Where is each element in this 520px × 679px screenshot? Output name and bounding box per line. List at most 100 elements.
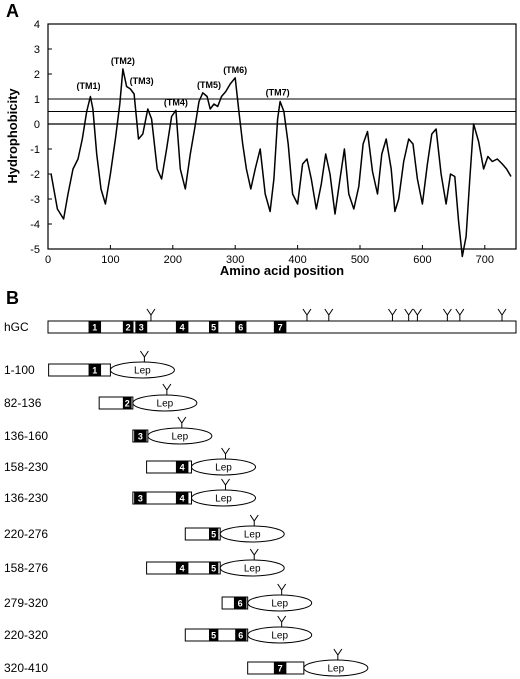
tm-segment-number: 5 [211, 530, 216, 540]
tm-segment-number: 2 [125, 399, 130, 409]
tm-segment [235, 629, 247, 641]
glycosylation-site [249, 548, 259, 560]
x-tick-label: 500 [351, 254, 369, 266]
glycosylation-site [221, 447, 230, 459]
tm-peak-label: (TM5) [197, 80, 221, 90]
construct-label: hGC [4, 320, 29, 334]
tm-segment [233, 597, 247, 609]
y-tick-label: 0 [34, 119, 40, 131]
tm-segment-number: 6 [238, 599, 243, 609]
lep-domain [132, 394, 198, 412]
construct-row: 279-320 6 Lep [4, 583, 313, 612]
glycosylation-site [162, 383, 172, 395]
lep-label: Lep [244, 530, 261, 541]
tm-segment [134, 492, 147, 504]
lep-label: Lep [271, 599, 288, 610]
y-axis-label: Hydrophobicity [5, 88, 20, 184]
tm-segment [122, 397, 132, 409]
construct-row: 158-230 4 Lep [4, 447, 257, 476]
panel-a-letter: A [6, 1, 19, 21]
construct-label: 158-230 [4, 460, 48, 474]
lep-domain [219, 559, 285, 577]
tm-segment [208, 562, 219, 574]
reference-lines [48, 98, 516, 125]
tm-peak-labels: (TM1) (TM2) (TM3) (TM4) (TM5)(TM6) (TM7) [77, 56, 290, 107]
tm-segment-number: 4 [180, 564, 185, 574]
glycosylation-site [139, 350, 149, 362]
tm-segment [208, 528, 219, 540]
lep-label: Lep [171, 432, 188, 443]
glycosylation-site [221, 478, 230, 490]
glycosylation-site [302, 308, 312, 321]
tm-segment-number: 6 [238, 631, 243, 641]
lep-label: Lep [215, 494, 232, 505]
x-tick-label: 700 [476, 254, 494, 266]
y-tick-label: 2 [34, 69, 40, 81]
tm-segment-number: 5 [211, 564, 216, 574]
construct-label: 158-276 [4, 561, 48, 575]
tm-peak-label: (TM3) [130, 76, 154, 86]
construct-row: hGC 1 2 3 4 5 6 7 [4, 308, 517, 334]
lep-label: Lep [244, 564, 261, 575]
panel-b-letter: B [6, 288, 19, 308]
glycosylation-site [442, 308, 452, 321]
x-axis-label: Amino acid position [220, 263, 344, 278]
lep-label: Lep [215, 463, 232, 474]
lep-label: Lep [327, 664, 344, 675]
x-axis-ticks: 0 100 200 300 400 500 600 700 [45, 245, 494, 266]
y-tick-label: -2 [30, 169, 40, 181]
tm-segment [273, 321, 287, 333]
plot-frame [47, 23, 517, 250]
lep-domain [147, 427, 213, 445]
tm-segment [208, 321, 219, 333]
lep-domain [247, 594, 313, 612]
tm-segment-number: 3 [139, 323, 144, 333]
glycosylation-site [455, 308, 465, 321]
tm-segment-number: 6 [238, 323, 243, 333]
lep-label: Lep [271, 631, 288, 642]
tm-segment-number: 3 [138, 432, 143, 442]
construct-label: 320-410 [4, 661, 48, 675]
glycosylation-site [277, 583, 287, 595]
tm-segment [235, 321, 247, 333]
construct-row: 220-320 5 6 Lep [4, 615, 313, 644]
tm-segment [175, 321, 189, 333]
x-tick-label: 400 [288, 254, 306, 266]
y-axis-ticks: 4 3 2 1 0 -1 -2 -3 -4 -5 [30, 19, 52, 256]
lep-domain [247, 626, 313, 644]
tm-segment-number: 5 [211, 631, 216, 641]
glycosylation-site [249, 514, 259, 526]
glycosylation-site [324, 308, 334, 321]
y-tick-label: -3 [30, 194, 40, 206]
tm-segment-number: 2 [126, 323, 131, 333]
tm-segment-number: 3 [138, 494, 143, 504]
lep-domain [303, 659, 369, 677]
lep-label: Lep [157, 399, 174, 410]
tm-segment [88, 364, 102, 376]
glycosylation-site [333, 648, 343, 660]
construct-label: 1-100 [4, 363, 35, 377]
tm-segment-number: 7 [278, 323, 283, 333]
tm-segment [135, 321, 148, 333]
tm-segment-number: 5 [211, 323, 216, 333]
tm-peak-label: (TM7) [266, 87, 290, 97]
x-tick-label: 0 [45, 254, 51, 266]
hydrophobicity-chart: 4 3 2 1 0 -1 -2 -3 -4 -5 0 100 200 300 400 500 600 700 (… [5, 19, 517, 278]
construct-label: 82-136 [4, 396, 42, 410]
construct-bar [48, 363, 111, 377]
construct-row: 82-136 2 Lep [4, 383, 198, 412]
lep-domain [109, 361, 175, 379]
construct-row: 320-410 7 Lep [4, 648, 369, 677]
tm-segment [122, 321, 134, 333]
x-tick-label: 200 [164, 254, 182, 266]
construct-label: 279-320 [4, 596, 48, 610]
y-tick-label: 4 [34, 19, 40, 31]
tm-segment [273, 662, 287, 674]
lep-domain [219, 525, 285, 543]
construct-row: 136-160 3 Lep [4, 416, 213, 445]
tm-peak-label: (TM4) [164, 97, 188, 107]
tm-segment-number: 4 [180, 494, 185, 504]
glycosylation-site [404, 308, 414, 321]
lep-label: Lep [134, 366, 151, 377]
